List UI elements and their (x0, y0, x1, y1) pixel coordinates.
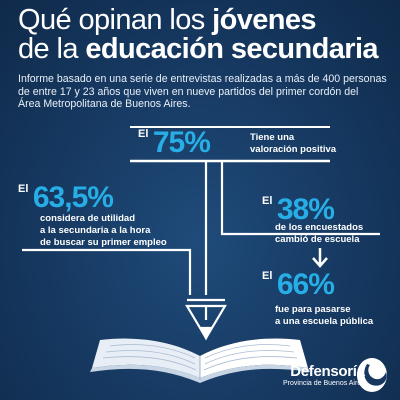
stat-right-1-desc-1: de los encuestados (275, 222, 364, 233)
defensoria-logo: Defensoría Provincia de Buenos Aires (283, 364, 365, 388)
stat-right-1-desc-2: cambió de escuela (275, 234, 360, 245)
stat-right-1-value: 38% (276, 193, 335, 226)
pencil-left-line (22, 248, 192, 295)
subtitle: Informe basado en una serie de entrevist… (18, 73, 388, 111)
stat-top-desc-1: Tiene una (250, 132, 295, 143)
stat-right-2-desc: fue para pasarse a una escuela pública (275, 304, 395, 328)
stat-right-2-value: 66% (276, 268, 335, 301)
title-line-1: Qué opinan los jóvenes (18, 6, 388, 35)
title-line-1-bold: jóvenes (212, 4, 316, 36)
subtitle-line-2: de entre 17 y 23 años que viven en nueve… (18, 85, 359, 98)
stat-left-value: 63,5% (32, 181, 114, 214)
arrow-down-icon (312, 248, 328, 268)
stat-left-prefix: El (18, 183, 29, 195)
title-line-2-regular: de la (18, 33, 86, 65)
pencil-icon (22, 161, 380, 341)
title-line-2: de la educación secundaria (18, 35, 388, 64)
stat-left-desc: considera de utilidad a la secundaria a … (40, 213, 190, 249)
stat-top-prefix: El (138, 128, 149, 140)
title-line-2-bold: educación secundaria (85, 33, 378, 65)
stat-top-desc-2: valoración positiva (250, 144, 337, 155)
stat-right-2: El 66% (262, 268, 335, 301)
stat-right-1: El 38% (262, 193, 335, 226)
pencil-lead (199, 326, 213, 341)
page-title: Qué opinan los jóvenes de la educación s… (18, 6, 388, 64)
subtitle-line-3: Área Metropolitana de Buenos Aires. (18, 98, 191, 110)
stat-left: El 63,5% (18, 181, 114, 214)
stat-left-desc-3: de buscar su primer empleo (40, 237, 167, 248)
defensoria-logo-icon (356, 358, 387, 392)
logo-subtitle: Provincia de Buenos Aires (283, 380, 365, 387)
stat-left-desc-1: considera de utilidad (40, 213, 136, 224)
stat-right-2-desc-1: fue para pasarse (275, 304, 351, 315)
logo-name: Defensoría (290, 363, 365, 380)
stat-top-value: 75% (152, 126, 211, 159)
stat-top-desc: Tiene una valoración positiva (250, 132, 370, 156)
stat-right-1-desc: de los encuestados cambió de escuela (275, 222, 395, 246)
stat-top: El 75% (138, 126, 211, 159)
stat-right-2-desc-2: a una escuela pública (275, 316, 374, 327)
stat-right-1-prefix: El (262, 195, 273, 207)
stat-left-desc-2: a la secundaria a la hora (40, 225, 151, 236)
open-book-icon (90, 338, 310, 383)
stat-right-2-prefix: El (262, 270, 273, 282)
pencil-right-line (220, 161, 380, 236)
subtitle-line-1: Informe basado en una serie de entrevist… (18, 73, 387, 85)
title-line-1-regular: Qué opinan los (18, 4, 213, 36)
